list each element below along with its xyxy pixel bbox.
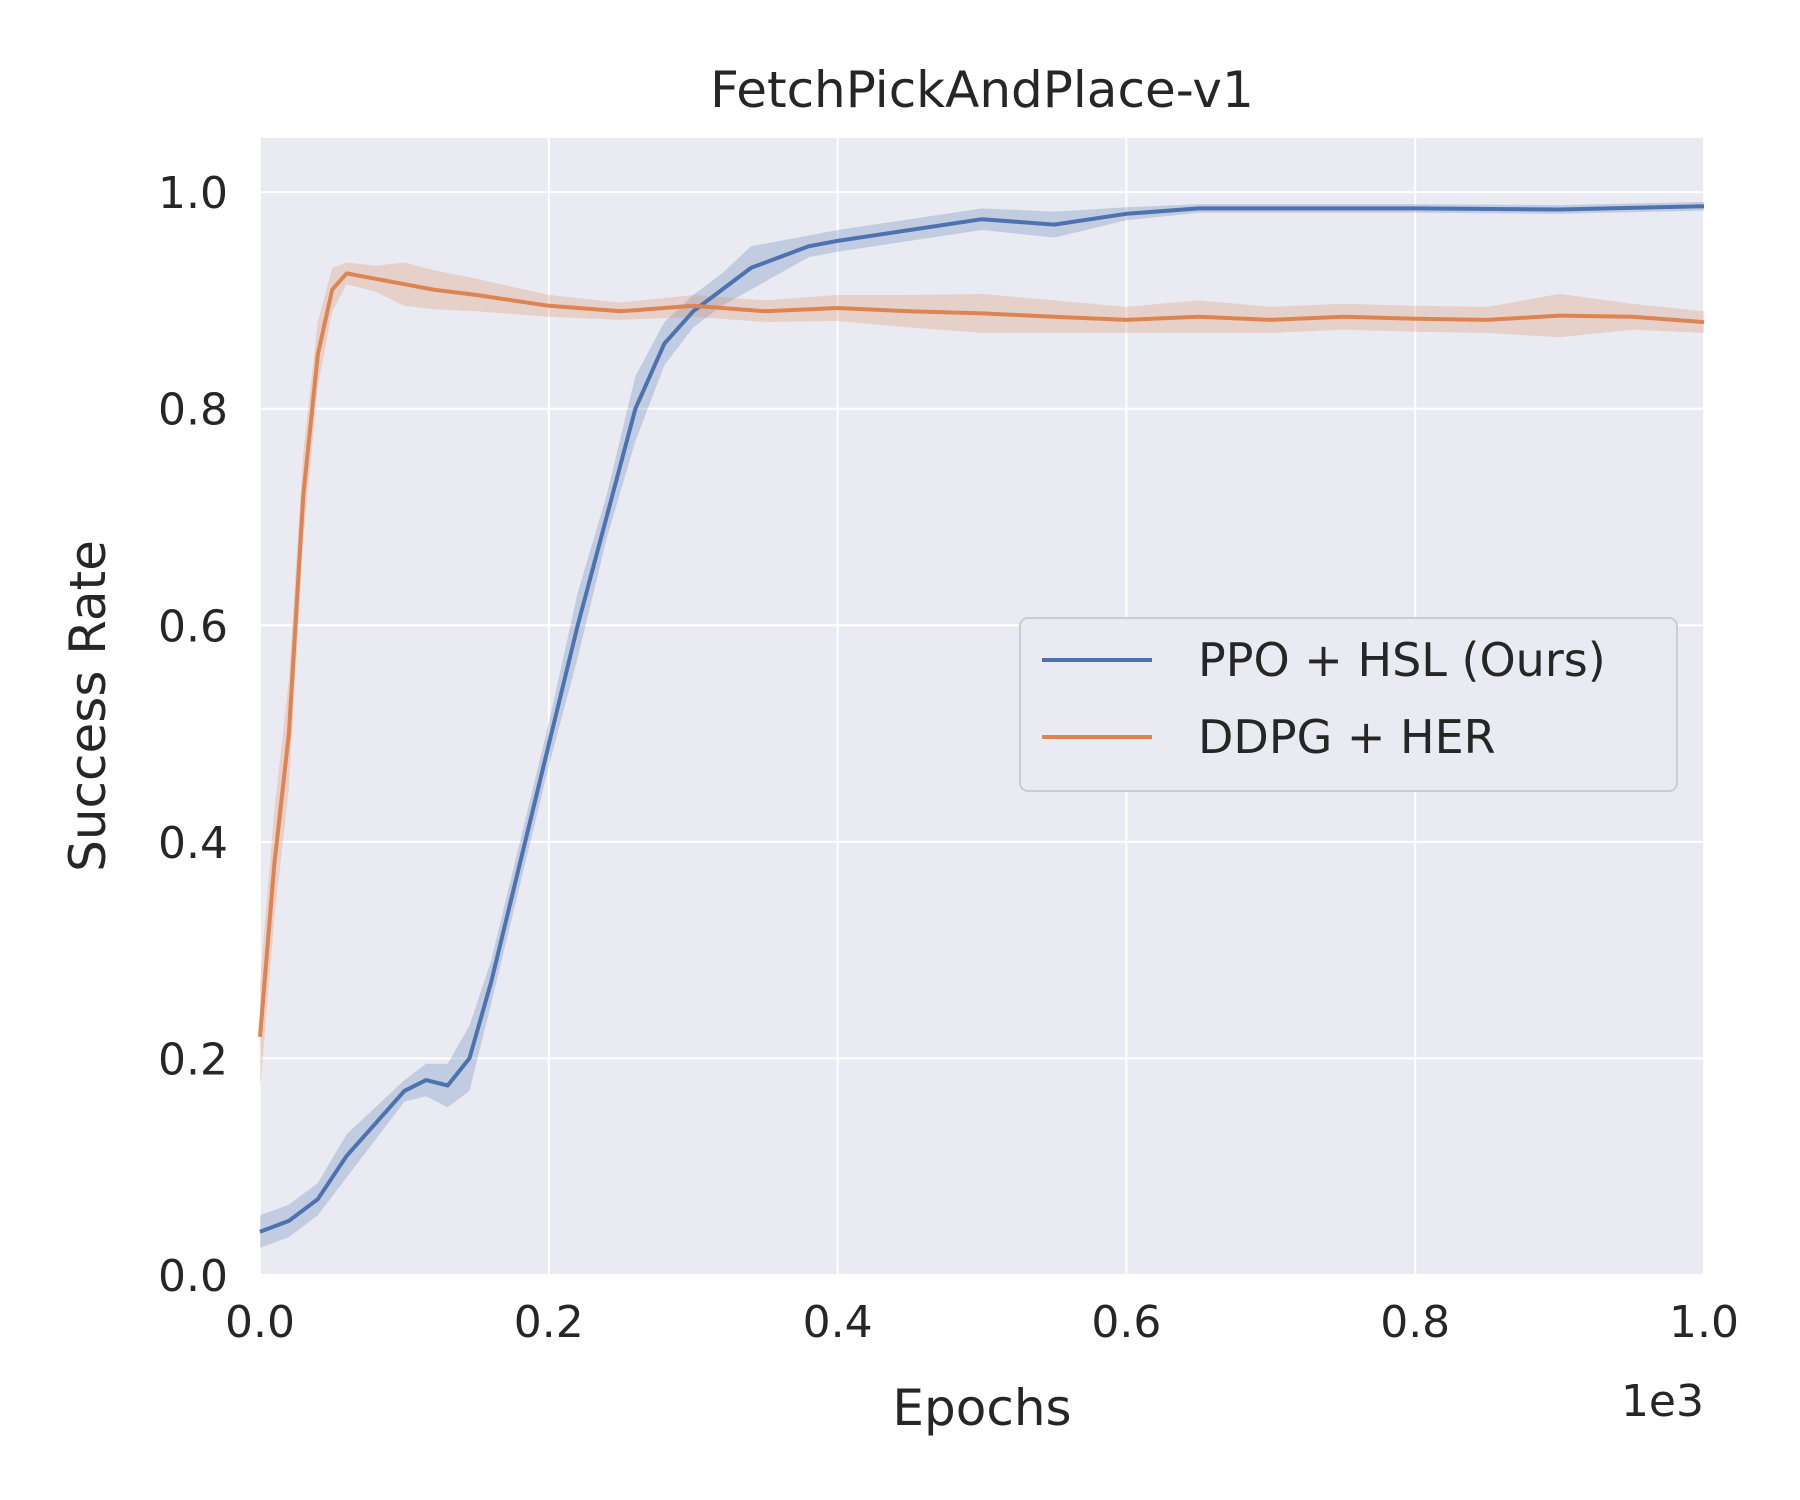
y-tick-label: 0.8 [158,385,228,436]
y-axis-label: Success Rate [59,540,117,872]
series-line-ppo-hsl [259,204,1705,1234]
x-tick-label: 0.4 [803,1297,873,1348]
x-axis-label: Epochs [892,1379,1071,1437]
legend-label-ddpg-her: DDPG + HER [1198,710,1496,764]
x-tick-label: 0.2 [514,1297,584,1348]
legend-label-ppo-hsl: PPO + HSL (Ours) [1198,633,1606,687]
series-line-ddpg-her [258,271,1705,1037]
x-tick-labels: 0.0 0.2 0.4 0.6 0.8 1.0 [225,1297,1739,1348]
legend: PPO + HSL (Ours) DDPG + HER [1019,617,1678,792]
x-tick-label: 1.0 [1669,1297,1739,1348]
y-tick-label: 0.6 [158,601,228,652]
legend-box [1019,617,1678,792]
x-tick-label: 0.6 [1091,1297,1161,1348]
x-axis-offset-label: 1e3 [1621,1376,1704,1427]
y-tick-label: 1.0 [158,168,228,219]
y-tick-label: 0.4 [158,818,228,869]
y-tick-label: 0.2 [158,1034,228,1085]
chart-title: FetchPickAndPlace-v1 [710,61,1254,119]
series-lines [258,204,1705,1234]
y-tick-labels: 0.0 0.2 0.4 0.6 0.8 1.0 [158,168,228,1302]
x-tick-label: 0.0 [225,1297,295,1348]
y-tick-label: 0.0 [158,1251,228,1302]
x-tick-label: 0.8 [1380,1297,1450,1348]
